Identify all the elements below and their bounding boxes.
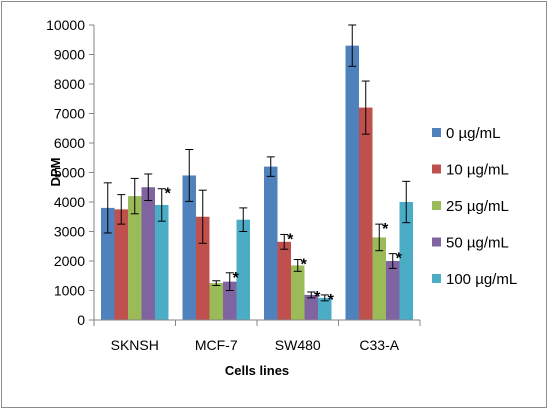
y-axis-title: DPM <box>48 158 63 187</box>
bar <box>399 202 413 320</box>
bar <box>372 237 386 320</box>
significance-star: * <box>314 289 321 306</box>
y-tick-label: 1000 <box>54 283 85 299</box>
y-tick-label: 3000 <box>54 224 85 240</box>
legend: 0 µg/mL 10 µg/mL 25 µg/mL 50 µg/mL 100 µg/mL <box>432 125 517 288</box>
bar <box>386 261 400 320</box>
bar <box>141 187 155 320</box>
significance-star: * <box>396 251 403 268</box>
bar <box>114 209 128 320</box>
y-tick-label: 6000 <box>54 135 85 151</box>
y-tick-label: 5000 <box>54 165 85 181</box>
legend-swatch <box>432 237 441 247</box>
x-tick-label: SW480 <box>275 337 321 353</box>
legend-label: 10 µg/mL <box>446 162 509 179</box>
x-axis-title: Cells lines <box>225 363 289 378</box>
significance-star: * <box>287 231 294 248</box>
bar <box>209 283 223 320</box>
legend-label: 0 µg/mL <box>446 125 501 142</box>
bar <box>155 204 169 320</box>
y-tick-label: 7000 <box>54 106 85 122</box>
bar <box>196 216 210 320</box>
bar <box>318 297 332 320</box>
legend-label: 100 µg/mL <box>446 271 517 288</box>
bars <box>101 45 413 321</box>
y-axis: 0 1000 2000 3000 4000 5000 6000 7000 8000 9000 100… <box>46 17 95 328</box>
bar <box>182 175 196 320</box>
bar <box>101 207 115 320</box>
bar <box>277 241 291 320</box>
legend-swatch <box>432 201 441 210</box>
x-tick-label: C33-A <box>359 337 399 353</box>
y-tick-label: 10000 <box>46 17 85 33</box>
significance-star: * <box>233 270 240 287</box>
y-tick-label: 0 <box>77 312 85 328</box>
bar <box>291 265 305 320</box>
legend-swatch <box>432 128 441 137</box>
significance-markers: * * * * * * * * <box>165 186 403 309</box>
bar <box>236 219 250 320</box>
significance-star: * <box>301 257 308 274</box>
x-axis: SKNSH MCF-7 SW480 C33-A <box>93 319 421 353</box>
significance-star: * <box>382 221 389 238</box>
y-tick-label: 4000 <box>54 194 85 210</box>
y-tick-label: 2000 <box>54 253 85 269</box>
bar <box>304 294 318 320</box>
bar <box>264 166 278 320</box>
x-tick-label: SKNSH <box>111 337 159 353</box>
significance-star: * <box>328 292 335 309</box>
y-tick-label: 9000 <box>54 47 85 63</box>
bar <box>128 196 142 320</box>
y-tick-label: 8000 <box>54 76 85 92</box>
bar <box>223 281 237 320</box>
bar <box>345 45 359 321</box>
legend-label: 25 µg/mL <box>446 198 509 215</box>
bar <box>359 107 373 320</box>
legend-swatch <box>432 164 441 174</box>
legend-label: 50 µg/mL <box>446 235 509 252</box>
error-bars <box>103 24 411 302</box>
x-tick-label: MCF-7 <box>195 337 238 353</box>
significance-star: * <box>165 186 172 203</box>
legend-swatch <box>432 274 441 283</box>
